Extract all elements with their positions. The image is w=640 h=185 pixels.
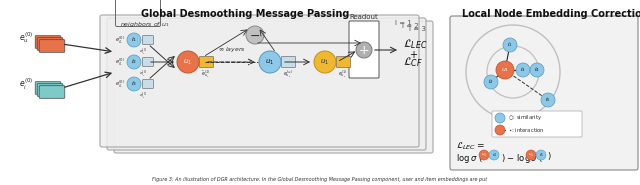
Circle shape [127, 77, 141, 91]
FancyBboxPatch shape [37, 84, 63, 96]
Text: $e_{i_1}^{(0)}$: $e_{i_1}^{(0)}$ [139, 46, 148, 57]
Text: $i_3$: $i_3$ [520, 65, 526, 74]
Text: $u_1$: $u_1$ [266, 57, 275, 67]
Text: ): ) [547, 152, 550, 161]
Text: $\log \sigma$ (: $\log \sigma$ ( [456, 152, 483, 165]
Circle shape [536, 150, 546, 160]
Text: $\mathcal{L}_{LEC} =$: $\mathcal{L}_{LEC} =$ [456, 140, 485, 152]
Text: $e_{i_1}^{(0)}$: $e_{i_1}^{(0)}$ [115, 34, 125, 46]
Circle shape [530, 63, 544, 77]
Text: $+$: $+$ [358, 43, 370, 56]
Text: $-$: $-$ [250, 28, 260, 41]
Circle shape [177, 51, 199, 73]
Circle shape [479, 150, 489, 160]
Circle shape [496, 61, 514, 79]
Circle shape [495, 125, 505, 135]
Text: $\bigcirc$: similarity: $\bigcirc$: similarity [508, 114, 542, 122]
Text: $i_1$: $i_1$ [507, 41, 513, 49]
Text: l = 3: l = 3 [409, 26, 426, 32]
Text: Local Node Embedding Correction: Local Node Embedding Correction [461, 9, 640, 19]
Text: ) $-$ $\log \sigma$ (: ) $-$ $\log \sigma$ ( [501, 152, 543, 165]
FancyBboxPatch shape [143, 58, 154, 66]
Text: $i_1$: $i_1$ [131, 36, 137, 44]
FancyBboxPatch shape [100, 15, 419, 147]
Text: $u_1$: $u_1$ [321, 57, 330, 67]
Text: $e_u^{(0)}$: $e_u^{(0)}$ [19, 31, 33, 46]
Circle shape [356, 42, 372, 58]
Text: $\hat{e}_{u_1}^{(1)}$: $\hat{e}_{u_1}^{(1)}$ [201, 69, 211, 80]
Circle shape [127, 55, 141, 69]
Text: $\infty$ layers: $\infty$ layers [218, 45, 246, 54]
Text: Figure 3: An illustration of DGR architecture. In the Global Desmoothing Message: Figure 3: An illustration of DGR archite… [152, 177, 488, 182]
FancyBboxPatch shape [492, 111, 582, 137]
Circle shape [246, 26, 264, 44]
FancyBboxPatch shape [39, 40, 65, 52]
Text: neighbors of $u_1$: neighbors of $u_1$ [120, 20, 170, 29]
Text: $\mathcal{L}_{CF}$: $\mathcal{L}_{CF}$ [403, 55, 423, 69]
Circle shape [259, 51, 281, 73]
Text: $e_{i_1}^{(0)}$: $e_{i_1}^{(0)}$ [115, 78, 125, 90]
Text: $i_2$: $i_2$ [131, 58, 137, 66]
Text: $u_1$: $u_1$ [481, 151, 487, 159]
Text: $i_5$: $i_5$ [545, 95, 551, 105]
FancyBboxPatch shape [200, 56, 214, 68]
Circle shape [503, 38, 517, 52]
FancyBboxPatch shape [282, 56, 296, 68]
Circle shape [516, 63, 530, 77]
FancyBboxPatch shape [450, 16, 638, 170]
FancyBboxPatch shape [35, 82, 61, 94]
FancyBboxPatch shape [107, 18, 426, 150]
Text: $u_1$: $u_1$ [501, 66, 509, 74]
Text: $e_{i_1}^{(0)}$: $e_{i_1}^{(0)}$ [115, 56, 125, 68]
Circle shape [526, 150, 536, 160]
Text: $e_{u_1}^{(1)}$: $e_{u_1}^{(1)}$ [338, 69, 348, 80]
Text: $e_{i_1}^{(0)}$: $e_{i_1}^{(0)}$ [139, 68, 148, 79]
Text: $+$: $+$ [409, 48, 418, 60]
Text: $u_1$: $u_1$ [184, 57, 193, 67]
Circle shape [495, 113, 505, 123]
Circle shape [541, 93, 555, 107]
Text: $i_2$: $i_2$ [488, 78, 494, 86]
Text: $u_1$: $u_1$ [528, 151, 534, 159]
FancyBboxPatch shape [143, 36, 154, 44]
FancyBboxPatch shape [39, 86, 65, 98]
FancyBboxPatch shape [35, 36, 61, 48]
FancyBboxPatch shape [337, 56, 351, 68]
Text: $e_{u_1}^{(\infty)}$: $e_{u_1}^{(\infty)}$ [283, 69, 293, 80]
Circle shape [489, 150, 499, 160]
Text: $\bullet$: interaction: $\bullet$: interaction [508, 126, 545, 134]
Text: $i_4$: $i_4$ [492, 151, 497, 159]
Circle shape [314, 51, 336, 73]
FancyBboxPatch shape [37, 38, 63, 50]
Text: $\mathcal{L}_{LEC}$: $\mathcal{L}_{LEC}$ [403, 37, 428, 51]
Text: l = 2: l = 2 [403, 23, 419, 29]
Text: Global Desmoothing Message Passing: Global Desmoothing Message Passing [141, 9, 349, 19]
Text: $i_5$: $i_5$ [539, 151, 543, 159]
Text: $i_4$: $i_4$ [534, 65, 540, 74]
Text: $e_{i_1}^{(0)}$: $e_{i_1}^{(0)}$ [139, 90, 148, 101]
Circle shape [127, 33, 141, 47]
FancyBboxPatch shape [143, 80, 154, 88]
Circle shape [484, 75, 498, 89]
Text: $i_3$: $i_3$ [131, 80, 137, 88]
FancyBboxPatch shape [349, 21, 379, 78]
Text: l = 1: l = 1 [395, 20, 412, 26]
FancyBboxPatch shape [114, 21, 433, 153]
Text: Readout: Readout [349, 14, 378, 20]
Text: $e_i^{(0)}$: $e_i^{(0)}$ [19, 76, 33, 92]
